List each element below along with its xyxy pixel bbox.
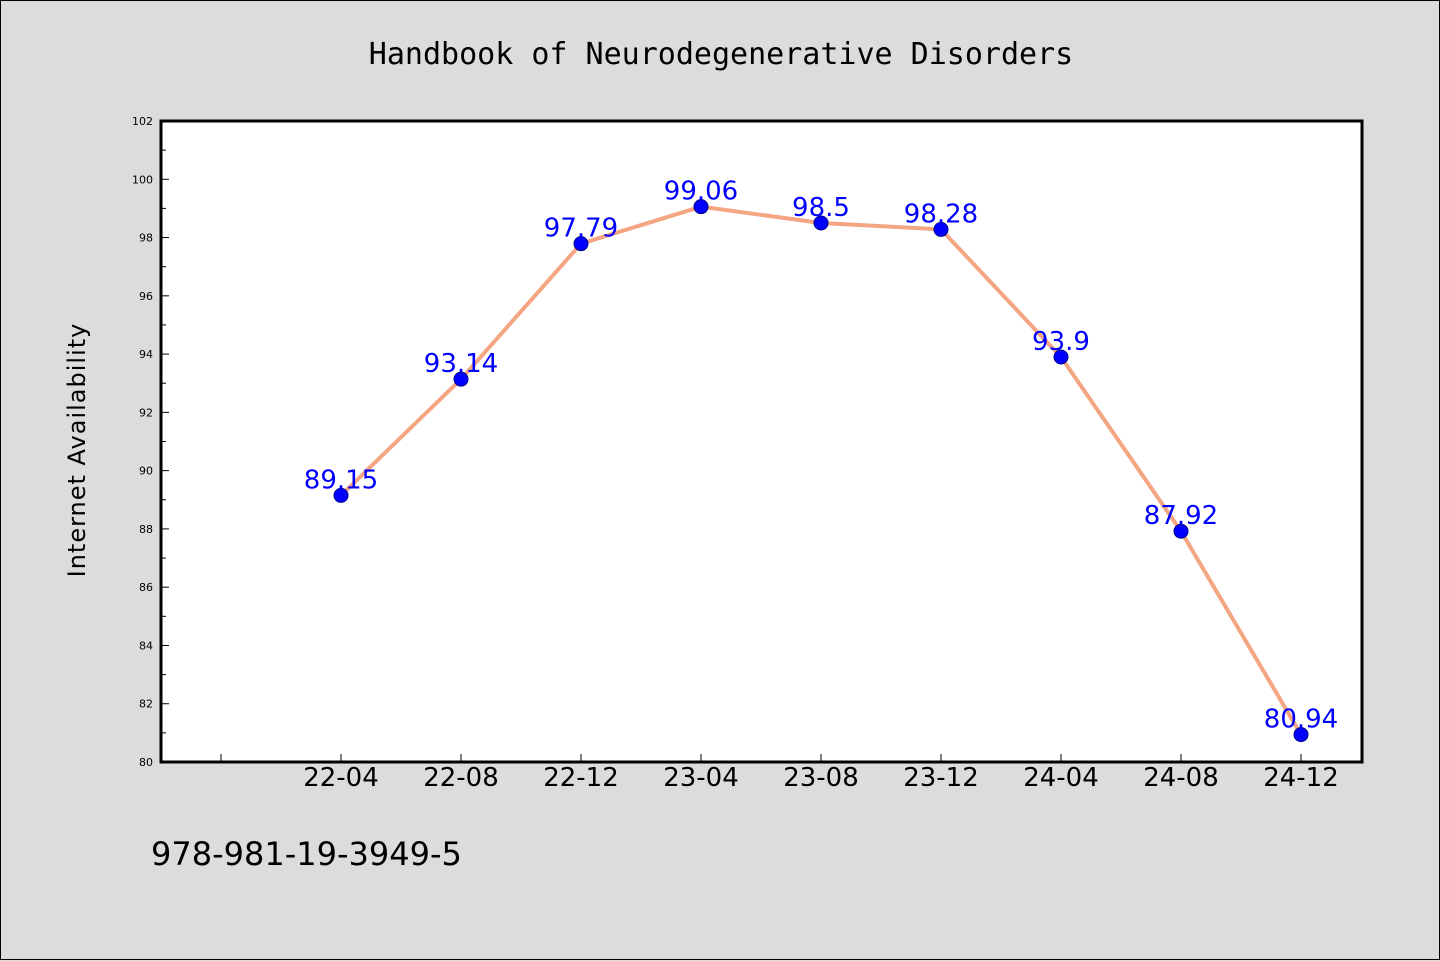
data-point xyxy=(1293,727,1309,743)
y-axis-label: Internet Availability xyxy=(63,323,91,578)
x-tick-label: 24-12 xyxy=(1263,763,1339,793)
data-label: 93.9 xyxy=(1032,327,1090,357)
isbn-text: 978-981-19-3949-5 xyxy=(151,835,462,873)
data-point xyxy=(453,371,469,387)
x-tick-label: 22-12 xyxy=(543,763,619,793)
data-label: 99.06 xyxy=(664,177,738,207)
x-axis: 22-04 22-08 22-12 23-04 23-08 23-12 24-04 24-08… xyxy=(220,754,1339,793)
y-tick-label: 80 xyxy=(139,756,153,769)
data-label: 97.79 xyxy=(544,214,618,244)
y-tick-label: 86 xyxy=(139,581,153,594)
data-labels: 89.15 93.14 97.79 99.06 98.5 98.28 93.9 87.92 80… xyxy=(304,177,1338,735)
data-label: 80.94 xyxy=(1264,705,1338,735)
x-tick-label: 24-04 xyxy=(1023,763,1099,793)
x-tick-label: 22-04 xyxy=(303,763,379,793)
y-tick-label: 88 xyxy=(139,523,153,536)
y-axis: 80 82 84 86 88 90 92 94 96 98 100 102 xyxy=(132,115,169,769)
data-point xyxy=(813,215,829,231)
plot-area xyxy=(161,121,1362,762)
y-tick-label: 92 xyxy=(139,406,153,419)
data-point xyxy=(693,199,709,215)
chart-title: Handbook of Neurodegenerative Disorders xyxy=(369,37,1073,72)
data-point xyxy=(573,236,589,252)
y-tick-label: 82 xyxy=(139,698,153,711)
plot-frame xyxy=(159,119,1364,764)
y-tick-label: 84 xyxy=(139,639,153,652)
y-tick-label: 102 xyxy=(132,115,153,128)
x-tick-label: 23-04 xyxy=(663,763,739,793)
x-tick-label: 23-12 xyxy=(903,763,979,793)
data-label: 98.28 xyxy=(904,199,978,229)
x-tick-label: 22-08 xyxy=(423,763,499,793)
data-point xyxy=(1173,523,1189,539)
y-tick-label: 96 xyxy=(139,290,153,303)
y-tick-label: 100 xyxy=(132,173,153,186)
x-tick-label: 24-08 xyxy=(1143,763,1219,793)
data-label: 93.14 xyxy=(424,349,498,379)
data-label: 89.15 xyxy=(304,465,378,495)
data-label: 87.92 xyxy=(1144,501,1218,531)
data-point xyxy=(933,221,949,237)
x-tick-label: 23-08 xyxy=(783,763,859,793)
data-label: 98.5 xyxy=(792,193,850,223)
data-point xyxy=(1053,349,1069,365)
y-tick-label: 94 xyxy=(139,348,153,361)
data-markers xyxy=(333,199,1309,743)
y-tick-label: 98 xyxy=(139,232,153,245)
data-point xyxy=(333,487,349,503)
y-tick-label: 90 xyxy=(139,465,153,478)
